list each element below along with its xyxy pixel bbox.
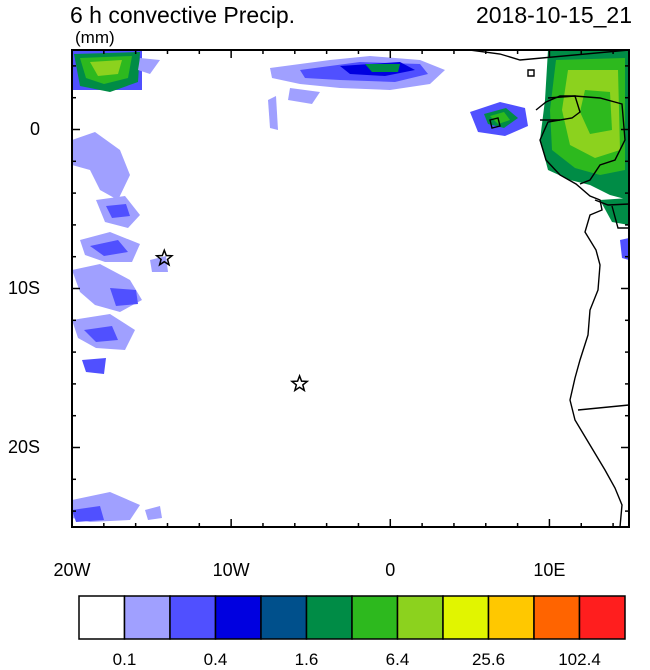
colorbar-swatch bbox=[578, 595, 626, 640]
plot-title: 6 h convective Precip. bbox=[70, 2, 296, 28]
colorbar-swatch bbox=[487, 595, 535, 640]
precip-patches-west bbox=[72, 96, 278, 522]
coastline bbox=[469, 50, 629, 527]
station-markers bbox=[154, 248, 310, 393]
x-tick-label: 0 bbox=[385, 560, 396, 580]
y-tick-label: 10S bbox=[7, 277, 40, 298]
units-label: (mm) bbox=[75, 28, 115, 47]
colorbar-label: 0.1 bbox=[112, 650, 137, 669]
country-borders bbox=[540, 95, 629, 411]
colorbar-swatch bbox=[123, 595, 171, 640]
colorbar-swatch bbox=[214, 595, 262, 640]
star-marker-2 bbox=[289, 373, 310, 393]
colorbar-label: 102.4 bbox=[558, 650, 601, 669]
precip-cluster-northwest bbox=[72, 50, 160, 92]
y-tick-label: 20S bbox=[7, 436, 40, 457]
x-tick-label: 10E bbox=[533, 560, 566, 580]
colorbar-swatch bbox=[260, 595, 308, 640]
colorbar bbox=[78, 595, 626, 640]
precip-band-equatorial bbox=[270, 56, 445, 104]
star-marker-1 bbox=[154, 248, 174, 267]
colorbar-swatch bbox=[169, 595, 217, 640]
colorbar-label: 25.6 bbox=[471, 650, 506, 669]
colorbar-label: 1.6 bbox=[294, 650, 319, 669]
x-tick-label: 10W bbox=[212, 560, 250, 580]
colorbar-swatch bbox=[305, 595, 353, 640]
colorbar-label: 6.4 bbox=[385, 650, 410, 669]
precip-cluster-central-africa bbox=[540, 50, 629, 260]
island-outline bbox=[489, 69, 535, 129]
valid-datetime: 2018-10-15_21 bbox=[475, 2, 632, 28]
colorbar-label: 0.4 bbox=[203, 650, 228, 669]
precip-cluster-guinea bbox=[470, 102, 528, 136]
colorbar-swatch bbox=[396, 595, 444, 640]
colorbar-swatch bbox=[351, 595, 399, 640]
axis-ticks bbox=[71, 50, 629, 527]
precip-field bbox=[72, 50, 629, 522]
x-tick-label: 20W bbox=[53, 560, 91, 580]
colorbar-swatch bbox=[533, 595, 581, 640]
colorbar-swatch bbox=[442, 595, 490, 640]
africa-coastline bbox=[469, 50, 629, 527]
y-tick-label: 0 bbox=[29, 118, 40, 139]
colorbar-swatch bbox=[78, 595, 126, 640]
